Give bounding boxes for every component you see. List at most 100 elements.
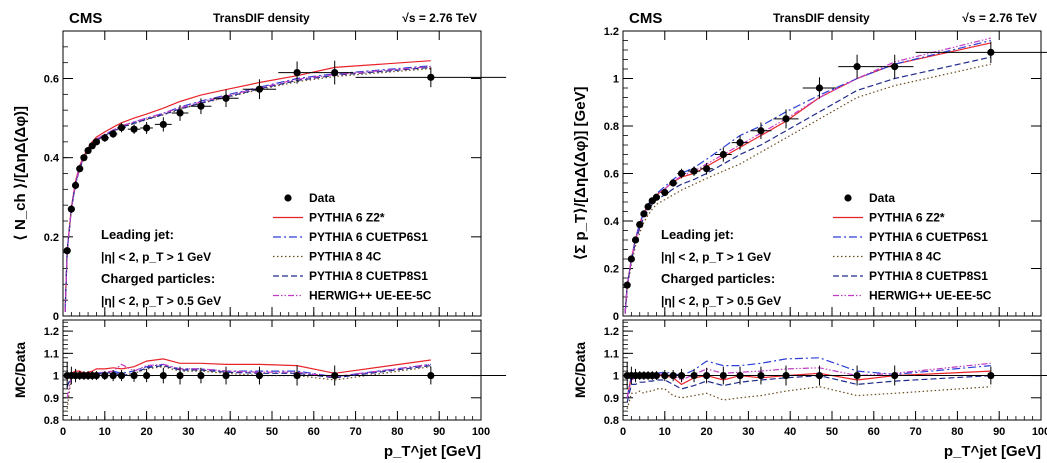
data-point: [331, 68, 339, 77]
ratio-y-axis-label: MC/Data: [12, 342, 28, 398]
legend-label: PYTHIA 6 CUETP6S1: [869, 230, 988, 244]
x-tick-label: 80: [951, 426, 963, 438]
legend-marker-data: [284, 194, 292, 202]
annotation-text: Leading jet:: [101, 227, 174, 242]
chart-1: CMS TransDIF density √s = 2.76 TeV00.20.40…: [12, 10, 507, 460]
data-point: [63, 247, 71, 255]
legend-label: Data: [869, 191, 895, 205]
x-tick-label: 30: [182, 426, 194, 438]
ratio-y-tick-label: 1: [613, 371, 619, 383]
data-point: [891, 63, 899, 71]
series-line: [624, 56, 991, 314]
ratio-data-point: [669, 371, 677, 380]
data-point: [159, 120, 167, 129]
series-line: [624, 63, 991, 314]
data-point: [76, 165, 84, 173]
ratio-data-point: [130, 371, 138, 380]
annotations: Leading jet: |η| < 2, p_T > 1 GeV Charged …: [101, 227, 221, 308]
x-tick-label: 20: [700, 426, 712, 438]
y-axis-label: ⟨Σ p_T⟩/[ΔηΔ(Δφ)] [GeV]: [572, 86, 589, 260]
data-point: [130, 125, 138, 133]
data-point: [117, 123, 126, 132]
data-point: [631, 236, 640, 244]
legend-label: PYTHIA 6 Z2*: [869, 211, 945, 225]
ratio-series-line: [66, 358, 431, 377]
x-tick-label: 60: [868, 426, 880, 438]
data-point: [80, 154, 88, 162]
legend-label: Data: [309, 191, 335, 205]
y-tick-label: 1.2: [604, 26, 619, 38]
x-tick-label: 70: [909, 426, 921, 438]
x-tick-label: 80: [391, 426, 403, 438]
x-axis: 0 10 20 30 40 50 60 70 80 90 100: [60, 31, 490, 438]
legend: Data PYTHIA 6 Z2* PYTHIA 6 CUETP6S1 PYTHIA …: [833, 191, 992, 303]
ratio-data-point: [109, 371, 117, 380]
x-tick-label: 30: [742, 426, 754, 438]
data-points: [623, 41, 1047, 289]
ratio-curves: [626, 357, 991, 410]
ratio-series-line: [626, 386, 991, 410]
x-tick-label: 10: [99, 426, 111, 438]
annotation-text: Charged particles:: [101, 271, 215, 286]
data-point: [815, 84, 824, 92]
legend-label: PYTHIA 6 Z2*: [309, 211, 385, 225]
data-point: [109, 130, 117, 138]
series-line: [64, 66, 431, 313]
ratio-data-point: [891, 371, 899, 380]
x-tick-label: 0: [620, 426, 626, 438]
data-point: [987, 48, 995, 56]
ratio-data-point: [736, 371, 744, 380]
x-tick-label: 90: [993, 426, 1005, 438]
ratio-data-point: [92, 371, 101, 380]
ratio-y-tick-label: 1.2: [604, 326, 619, 338]
ratio-data-point: [101, 371, 109, 380]
energy-label: √s = 2.76 TeV: [402, 11, 477, 25]
data-point: [143, 124, 151, 132]
data-point: [293, 68, 301, 77]
cms-label: CMS: [69, 10, 102, 27]
data-point: [640, 210, 648, 218]
annotation-text: |η| < 2, p_T > 1 GeV: [101, 250, 211, 264]
x-tick-label: 40: [224, 426, 236, 438]
ratio-curves: [66, 358, 431, 409]
main-y-axis: 0 0.2 0.4 0.6: [44, 30, 481, 323]
x-tick-label: 100: [1032, 426, 1047, 438]
ratio-data-point: [159, 371, 167, 380]
data-point: [255, 85, 264, 93]
data-point: [627, 255, 635, 263]
legend-label: PYTHIA 8 4C: [869, 250, 942, 264]
data-point: [427, 73, 435, 81]
ratio-y-tick-label: 0.8: [44, 415, 59, 427]
ratio-data-point: [331, 371, 339, 380]
data-point: [222, 94, 230, 102]
ratio-y-axis: 0.8 0.9 1 1.1 1.2: [604, 321, 1041, 427]
ratio-y-tick-label: 0.9: [604, 393, 619, 405]
y-tick-label: 0.4: [604, 216, 620, 228]
data-point: [71, 181, 80, 189]
data-point: [782, 115, 790, 123]
y-tick-label: 0.4: [44, 153, 60, 165]
legend-label: PYTHIA 8 CUETP8S1: [309, 269, 428, 283]
mc-curves: [624, 37, 991, 314]
data-point: [669, 179, 677, 187]
data-point: [853, 63, 861, 71]
annotation-text: |η| < 2, p_T > 0.5 GeV: [661, 294, 781, 308]
x-axis-label: p_T^jet [GeV]: [384, 443, 481, 460]
data-point: [690, 167, 698, 175]
ratio-data-point: [690, 371, 698, 380]
x-tick-label: 50: [266, 426, 278, 438]
y-tick-label: 0.6: [604, 169, 619, 181]
ratio-data-points: [623, 362, 1047, 389]
data-point: [92, 138, 101, 146]
x-tick-label: 50: [826, 426, 838, 438]
legend-label: PYTHIA 6 CUETP6S1: [309, 230, 428, 244]
x-tick-label: 90: [433, 426, 445, 438]
ratio-data-point: [719, 371, 727, 380]
ratio-series-line: [626, 374, 991, 403]
x-tick-label: 0: [60, 426, 66, 438]
mc-curves: [64, 60, 431, 313]
annotations: Leading jet: |η| < 2, p_T > 1 GeV Charged …: [661, 227, 781, 308]
y-tick-label: 1: [613, 74, 619, 86]
ratio-y-axis-label: MC/Data: [572, 342, 588, 398]
ratio-data-point: [853, 371, 861, 380]
